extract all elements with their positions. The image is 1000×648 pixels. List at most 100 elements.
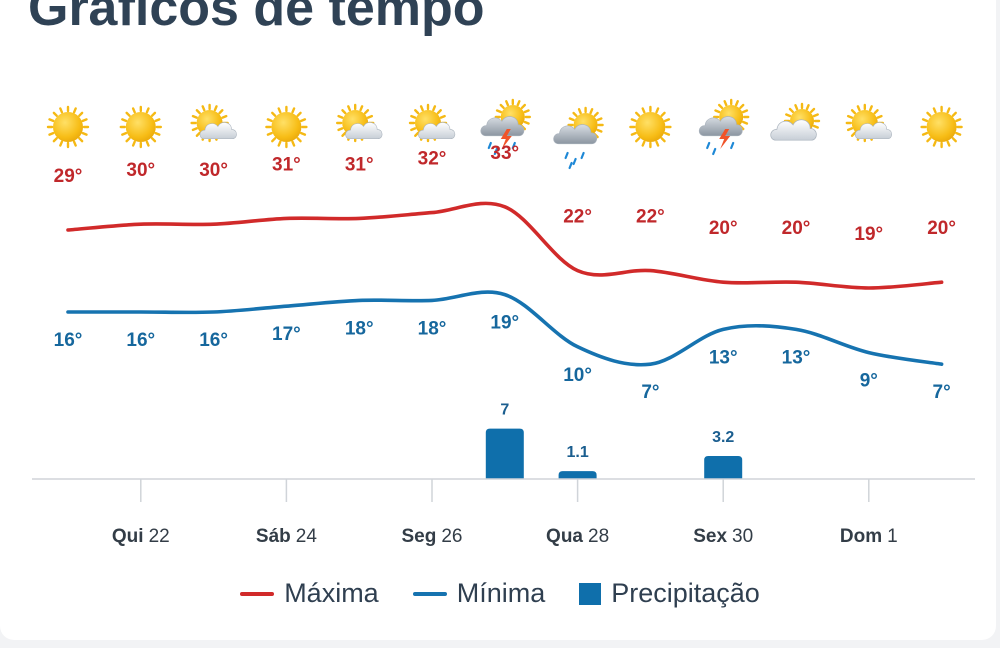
rain-drop <box>580 151 585 160</box>
x-tick-date: 26 <box>441 526 462 547</box>
sun-ray <box>635 137 641 143</box>
sun-ray <box>359 105 364 112</box>
partly-cloudy-icon <box>190 103 237 143</box>
max-temp-label: 20° <box>709 218 738 239</box>
cloudy-icon <box>770 102 821 141</box>
sun-ray <box>52 137 58 143</box>
sun-ray <box>926 111 932 117</box>
legend-item-min[interactable]: Mínima <box>412 578 546 609</box>
chart-legend: Máxima Mínima Precipitação <box>0 578 1000 609</box>
sun-ray <box>596 128 603 133</box>
max-temp-label: 20° <box>927 218 956 239</box>
rain-drop <box>568 161 573 170</box>
sun-icon <box>46 105 90 149</box>
sun-ray <box>660 111 666 117</box>
partly-cloudy-icon <box>408 103 456 143</box>
cloud-body <box>418 122 456 140</box>
x-tick-label: Qua 28 <box>546 526 609 547</box>
cloud-shape <box>480 116 525 137</box>
sun-ray <box>788 107 795 114</box>
sun-ray <box>195 109 201 115</box>
rain-icon <box>553 106 604 170</box>
sun-rays <box>629 105 672 149</box>
legend-swatch-max <box>240 591 275 596</box>
min-temp-label: 18° <box>418 318 447 339</box>
legend-label-min: Mínima <box>456 578 546 608</box>
sun-ray <box>794 104 799 111</box>
min-temp-label: 9° <box>860 371 878 392</box>
min-temp-label: 19° <box>490 313 519 334</box>
sun-ray <box>850 109 857 115</box>
x-tick-label: Dom 1 <box>840 526 898 547</box>
sun-ray <box>714 109 721 114</box>
max-temp-label: 20° <box>782 218 811 239</box>
lightning-bolt <box>719 129 731 149</box>
cloud-body <box>553 124 598 145</box>
sun-ray <box>299 118 307 123</box>
min-temp-label: 7° <box>641 382 659 403</box>
rain-drop <box>572 157 577 166</box>
sun-ray <box>734 100 739 107</box>
cloud-body <box>854 122 892 140</box>
x-tick-date: 1 <box>887 526 898 547</box>
sun-ray <box>577 108 582 115</box>
sun-ray <box>663 118 671 123</box>
x-tick-date: 22 <box>149 526 170 547</box>
sun-ray <box>742 109 749 114</box>
cloud-body <box>345 122 383 140</box>
sun-ray <box>812 124 819 129</box>
cloud-shape <box>553 124 598 145</box>
partly-cloudy-icon <box>336 103 383 143</box>
sun-ray <box>955 131 962 136</box>
max-temp-label: 29° <box>54 166 83 187</box>
min-temp-label: 16° <box>199 330 228 351</box>
sun-ray <box>266 131 273 136</box>
sun-ray <box>635 111 641 117</box>
sun-ray <box>572 111 578 118</box>
sun-ray <box>154 118 161 123</box>
sun-rays <box>920 105 963 149</box>
sun-ray <box>277 140 282 147</box>
sun-ray <box>341 109 347 115</box>
sun-icon <box>920 105 963 149</box>
x-tick-day: Sex <box>693 526 727 547</box>
sun-ray <box>809 107 816 114</box>
precip-label: 7 <box>500 402 509 419</box>
rain-drop <box>487 141 492 150</box>
sun-ray <box>154 131 161 136</box>
rain-drop <box>730 141 735 150</box>
sun-ray <box>717 103 724 110</box>
max-temp-label: 22° <box>563 207 592 228</box>
lightning-bolt <box>500 129 512 149</box>
cloud-body <box>770 119 817 141</box>
sun-ray <box>410 127 417 132</box>
cloud-body <box>199 122 237 140</box>
sun-ray <box>785 113 792 118</box>
sun-ray <box>876 114 883 119</box>
rain-drop <box>712 147 717 156</box>
sun-ray <box>873 109 879 115</box>
sun-ray <box>218 109 224 115</box>
sun-ray <box>78 111 84 117</box>
sun-ray <box>723 100 728 107</box>
sun-ray <box>499 103 505 110</box>
sun-ray <box>593 111 599 118</box>
rain-drop <box>493 147 498 156</box>
cloud-shape <box>345 122 383 140</box>
sun-disc <box>926 112 957 142</box>
sun-ray <box>630 131 637 136</box>
sun-disc <box>635 112 666 142</box>
x-tick-date: 24 <box>296 526 318 547</box>
legend-item-max[interactable]: Máxima <box>240 578 379 609</box>
sun-ray <box>121 131 128 136</box>
sun-ray <box>432 105 437 112</box>
sun-ray <box>131 140 136 147</box>
sun-ray <box>641 140 646 147</box>
sun-ray <box>739 103 745 110</box>
sun-ray <box>213 105 218 112</box>
sun-ray <box>410 114 417 119</box>
sun-ray <box>520 103 527 110</box>
legend-item-precip[interactable]: Precipitação <box>579 578 760 609</box>
x-tick-label: Sáb 24 <box>256 526 317 547</box>
